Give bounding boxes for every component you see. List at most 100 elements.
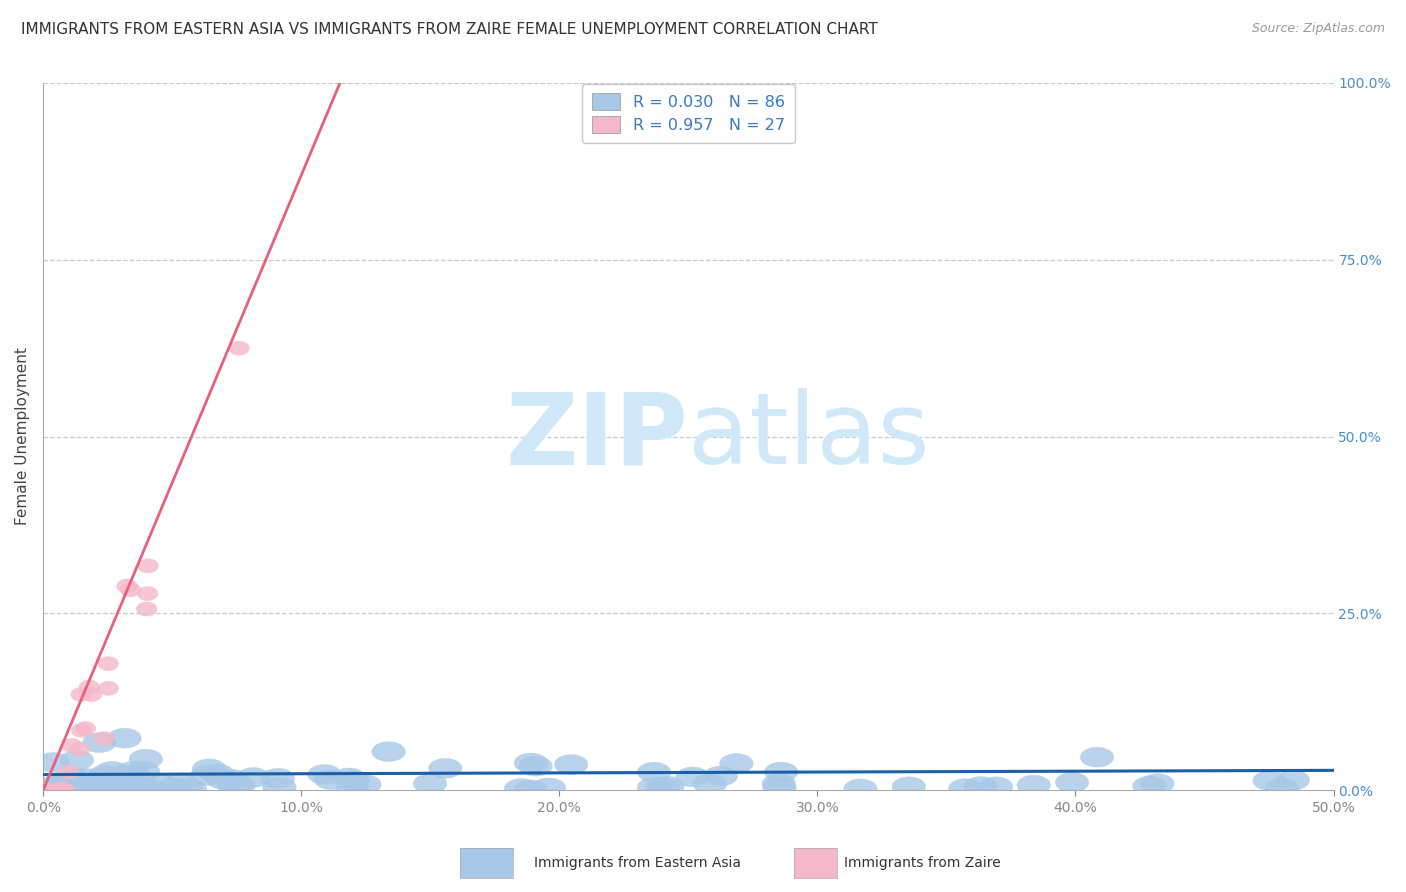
Ellipse shape [127,762,160,781]
Ellipse shape [193,759,226,779]
Ellipse shape [46,783,67,797]
Ellipse shape [30,780,63,799]
Ellipse shape [45,772,79,792]
Ellipse shape [138,558,159,573]
Ellipse shape [35,783,56,797]
Ellipse shape [129,749,163,769]
Ellipse shape [70,775,104,795]
Ellipse shape [965,777,997,797]
Ellipse shape [110,780,143,799]
Ellipse shape [762,774,796,794]
Ellipse shape [37,753,70,772]
Ellipse shape [1133,776,1166,796]
Ellipse shape [101,777,135,797]
Ellipse shape [117,579,138,593]
Ellipse shape [145,774,179,794]
Ellipse shape [1017,775,1050,795]
Ellipse shape [165,772,198,793]
Ellipse shape [893,777,925,797]
Ellipse shape [138,587,157,600]
Ellipse shape [519,756,553,776]
Ellipse shape [1140,773,1174,794]
Ellipse shape [67,768,101,789]
Ellipse shape [86,772,118,792]
Ellipse shape [136,602,157,616]
Ellipse shape [117,780,149,799]
Ellipse shape [105,775,139,796]
Ellipse shape [413,773,447,794]
Ellipse shape [315,770,347,789]
Ellipse shape [35,783,56,797]
Ellipse shape [205,769,239,789]
Ellipse shape [114,765,148,786]
Text: Immigrants from Eastern Asia: Immigrants from Eastern Asia [534,856,741,871]
Ellipse shape [217,775,250,795]
Ellipse shape [35,777,69,797]
Ellipse shape [82,688,101,702]
Ellipse shape [229,341,249,355]
Text: atlas: atlas [689,388,929,485]
Ellipse shape [122,776,156,796]
Ellipse shape [87,771,120,790]
Ellipse shape [169,779,202,798]
Ellipse shape [70,688,91,701]
Text: IMMIGRANTS FROM EASTERN ASIA VS IMMIGRANTS FROM ZAIRE FEMALE UNEMPLOYMENT CORREL: IMMIGRANTS FROM EASTERN ASIA VS IMMIGRAN… [21,22,877,37]
Ellipse shape [515,753,548,772]
Ellipse shape [429,758,463,778]
Ellipse shape [1265,778,1299,798]
Ellipse shape [58,765,79,779]
Ellipse shape [157,778,191,797]
Ellipse shape [222,776,256,796]
Ellipse shape [35,783,56,797]
Ellipse shape [38,783,59,797]
Ellipse shape [136,780,170,799]
Ellipse shape [83,732,117,753]
Ellipse shape [651,776,685,797]
Ellipse shape [979,777,1012,797]
Ellipse shape [693,774,727,794]
Ellipse shape [86,774,120,794]
Ellipse shape [1277,771,1309,790]
Ellipse shape [371,742,405,762]
Ellipse shape [190,765,224,785]
Ellipse shape [263,777,297,797]
Ellipse shape [637,763,671,782]
Ellipse shape [347,774,381,794]
Ellipse shape [37,780,70,800]
Ellipse shape [108,728,142,748]
Ellipse shape [98,657,118,671]
Ellipse shape [1253,771,1286,790]
Ellipse shape [765,762,799,782]
Ellipse shape [96,762,129,781]
Ellipse shape [52,779,86,798]
Ellipse shape [79,680,100,694]
Ellipse shape [75,779,108,799]
Ellipse shape [76,722,96,736]
Ellipse shape [720,754,754,773]
Ellipse shape [120,582,141,597]
Ellipse shape [336,771,370,790]
Ellipse shape [58,769,91,789]
Ellipse shape [98,681,118,696]
Ellipse shape [336,780,370,800]
Text: Immigrants from Zaire: Immigrants from Zaire [844,856,1000,871]
Ellipse shape [515,780,547,800]
Text: Source: ZipAtlas.com: Source: ZipAtlas.com [1251,22,1385,36]
Ellipse shape [201,764,235,784]
Ellipse shape [173,779,207,798]
Ellipse shape [236,768,270,788]
Ellipse shape [505,779,538,798]
Ellipse shape [332,768,366,788]
Ellipse shape [844,779,877,799]
Ellipse shape [308,764,342,784]
Legend: R = 0.030   N = 86, R = 0.957   N = 27: R = 0.030 N = 86, R = 0.957 N = 27 [582,84,794,143]
Ellipse shape [55,783,75,797]
Ellipse shape [69,742,90,756]
Ellipse shape [66,777,100,797]
Ellipse shape [89,765,122,785]
Ellipse shape [52,781,73,796]
Ellipse shape [949,779,981,798]
Ellipse shape [533,778,565,797]
Ellipse shape [704,766,738,786]
Ellipse shape [762,778,796,797]
